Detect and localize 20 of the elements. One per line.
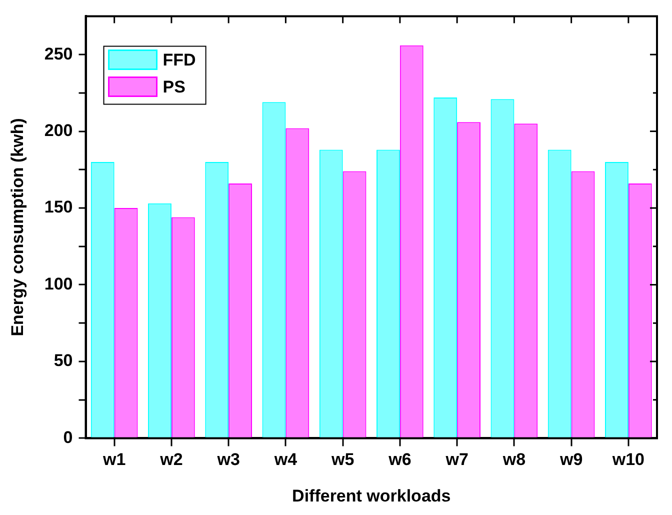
y-tick-label: 250 [44, 44, 73, 64]
x-tick-label: w5 [330, 450, 354, 470]
x-tick-label: w7 [444, 450, 468, 470]
x-tick-label: w1 [102, 450, 126, 470]
legend-label: FFD [162, 50, 196, 70]
x-tick-label: w3 [216, 450, 240, 470]
y-tick-label: 100 [44, 274, 73, 294]
y-tick-label: 150 [44, 198, 73, 217]
x-tick-label: w8 [502, 450, 526, 470]
legend-label: PS [162, 77, 186, 96]
y-tick-label: 50 [54, 351, 73, 370]
x-axis-title: Different workloads [292, 486, 451, 506]
y-axis-title: Energy consumption (kwh) [8, 118, 27, 336]
y-tick-label: 0 [63, 428, 73, 447]
x-tick-label: w2 [159, 450, 183, 470]
x-tick-label: w9 [558, 450, 583, 470]
y-tick-label: 200 [44, 120, 73, 140]
x-tick-label: w10 [611, 450, 645, 470]
x-tick-label: w4 [273, 450, 298, 470]
x-tick-label: w6 [388, 450, 412, 470]
